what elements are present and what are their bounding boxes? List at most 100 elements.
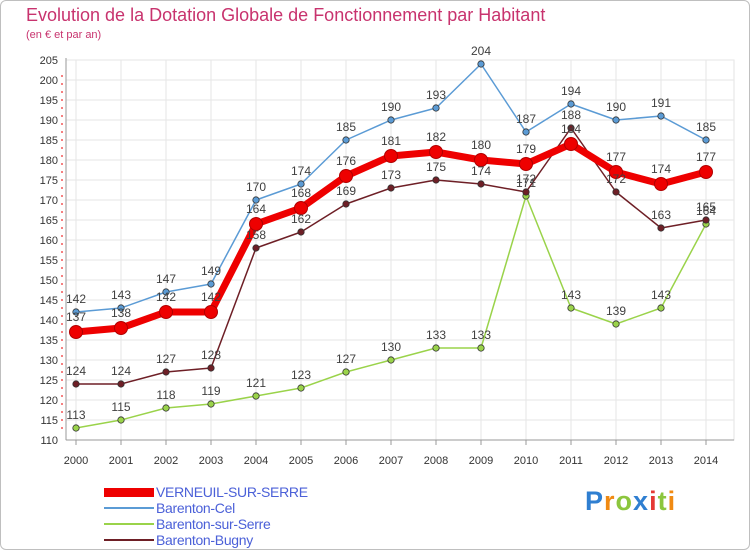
data-label-barenton-sur-serre: 119 — [201, 384, 220, 398]
y-tick-label: 130 — [40, 355, 58, 367]
data-point-verneuil-sur-serre — [474, 153, 488, 167]
data-label-barenton-cel: 185 — [336, 120, 356, 134]
data-label-barenton-sur-serre: 115 — [111, 400, 130, 414]
y-tick-label: 190 — [40, 115, 58, 127]
logo-letter: t — [657, 486, 668, 516]
data-label-barenton-cel: 193 — [426, 88, 446, 102]
data-point-barenton-bugny — [567, 124, 575, 132]
data-label-barenton-bugny: 172 — [516, 172, 536, 186]
legend-label-barenton-bugny: Barenton-Bugny — [156, 532, 253, 548]
logo-letter: P — [585, 486, 605, 516]
legend-label-barenton-cel: Barenton-Cel — [156, 500, 235, 516]
legend-item-barenton-bugny: Barenton-Bugny — [104, 532, 308, 548]
data-label-barenton-sur-serre: 127 — [336, 352, 356, 366]
data-label-barenton-bugny: 163 — [651, 208, 671, 222]
y-tick-label: 110 — [40, 435, 58, 447]
data-point-barenton-cel — [117, 304, 125, 312]
data-label-barenton-bugny: 169 — [336, 184, 356, 198]
x-tick-label: 2007 — [379, 455, 403, 467]
y-tick-label: 135 — [40, 335, 58, 347]
y-tick-label: 165 — [40, 215, 58, 227]
data-label-barenton-bugny: 165 — [696, 200, 716, 214]
data-point-verneuil-sur-serre — [699, 165, 713, 179]
data-point-barenton-bugny — [207, 364, 215, 372]
y-tick-label: 170 — [40, 195, 58, 207]
data-point-verneuil-sur-serre — [249, 217, 263, 231]
legend-item-barenton-sur-serre: Barenton-sur-Serre — [104, 516, 308, 532]
x-tick-label: 2001 — [109, 455, 133, 467]
data-point-barenton-bugny — [612, 188, 620, 196]
data-point-barenton-sur-serre — [477, 344, 485, 352]
data-point-barenton-sur-serre — [657, 304, 665, 312]
data-point-barenton-sur-serre — [612, 320, 620, 328]
data-point-verneuil-sur-serre — [159, 305, 173, 319]
data-label-verneuil-sur-serre: 142 — [156, 290, 176, 304]
data-point-barenton-sur-serre — [297, 384, 305, 392]
data-point-barenton-bugny — [702, 216, 710, 224]
logo-letter: r — [604, 486, 616, 516]
data-label-barenton-cel: 194 — [561, 84, 581, 98]
data-point-barenton-bugny — [252, 244, 260, 252]
data-point-verneuil-sur-serre — [429, 145, 443, 159]
data-label-barenton-sur-serre: 130 — [381, 340, 401, 354]
data-point-barenton-cel — [702, 136, 710, 144]
data-label-verneuil-sur-serre: 181 — [381, 134, 401, 148]
data-point-barenton-sur-serre — [162, 404, 170, 412]
data-label-barenton-bugny: 127 — [156, 352, 176, 366]
data-label-barenton-bugny: 124 — [66, 364, 86, 378]
y-tick-label: 200 — [40, 75, 58, 87]
data-point-verneuil-sur-serre — [204, 305, 218, 319]
data-label-barenton-sur-serre: 164 — [696, 204, 716, 218]
data-label-verneuil-sur-serre: 142 — [201, 290, 221, 304]
data-label-barenton-bugny: 174 — [471, 164, 491, 178]
chart-title: Evolution de la Dotation Globale de Fonc… — [26, 5, 546, 25]
data-point-barenton-sur-serre — [387, 356, 395, 364]
x-tick-label: 2011 — [559, 455, 583, 467]
data-point-barenton-bugny — [162, 368, 170, 376]
data-point-barenton-bugny — [657, 224, 665, 232]
data-label-verneuil-sur-serre: 137 — [66, 310, 86, 324]
data-label-verneuil-sur-serre: 164 — [246, 202, 266, 216]
logo-letter: o — [615, 486, 634, 516]
data-point-barenton-cel — [432, 104, 440, 112]
data-label-barenton-sur-serre: 143 — [651, 288, 671, 302]
data-point-barenton-bugny — [432, 176, 440, 184]
y-tick-label: 205 — [40, 55, 58, 67]
data-label-barenton-sur-serre: 143 — [561, 288, 581, 302]
data-point-barenton-cel — [477, 60, 485, 68]
data-label-barenton-bugny: 158 — [246, 228, 266, 242]
data-label-barenton-cel: 170 — [246, 180, 266, 194]
data-point-barenton-cel — [657, 112, 665, 120]
data-point-barenton-cel — [162, 288, 170, 296]
x-tick-label: 2008 — [424, 455, 448, 467]
y-tick-label: 145 — [40, 295, 58, 307]
data-point-barenton-bugny — [522, 188, 530, 196]
data-point-barenton-sur-serre — [432, 344, 440, 352]
data-label-verneuil-sur-serre: 174 — [651, 162, 671, 176]
x-tick-label: 2002 — [154, 455, 178, 467]
data-label-barenton-bugny: 162 — [291, 212, 311, 226]
legend: VERNEUIL-SUR-SERRE Barenton-Cel Barenton… — [104, 484, 308, 548]
x-tick-label: 2014 — [694, 455, 718, 467]
data-point-barenton-bugny — [297, 228, 305, 236]
data-point-verneuil-sur-serre — [564, 137, 578, 151]
data-label-verneuil-sur-serre: 182 — [426, 130, 446, 144]
x-tick-label: 2000 — [64, 455, 88, 467]
y-tick-label: 115 — [40, 415, 58, 427]
legend-item-barenton-cel: Barenton-Cel — [104, 500, 308, 516]
data-label-barenton-bugny: 124 — [111, 364, 131, 378]
data-label-barenton-bugny: 173 — [381, 168, 401, 182]
data-point-barenton-cel — [567, 100, 575, 108]
legend-swatch-barenton-bugny — [104, 539, 154, 541]
y-tick-label: 185 — [40, 135, 58, 147]
data-label-verneuil-sur-serre: 179 — [516, 142, 536, 156]
data-point-barenton-bugny — [477, 180, 485, 188]
data-label-barenton-sur-serre: 133 — [426, 328, 446, 342]
chart-subtitle: (en € et par an) — [26, 29, 102, 41]
x-tick-label: 2004 — [244, 455, 268, 467]
data-label-barenton-cel: 204 — [471, 44, 491, 58]
data-point-barenton-cel — [612, 116, 620, 124]
x-tick-label: 2013 — [649, 455, 673, 467]
legend-label-verneuil: VERNEUIL-SUR-SERRE — [156, 484, 308, 500]
